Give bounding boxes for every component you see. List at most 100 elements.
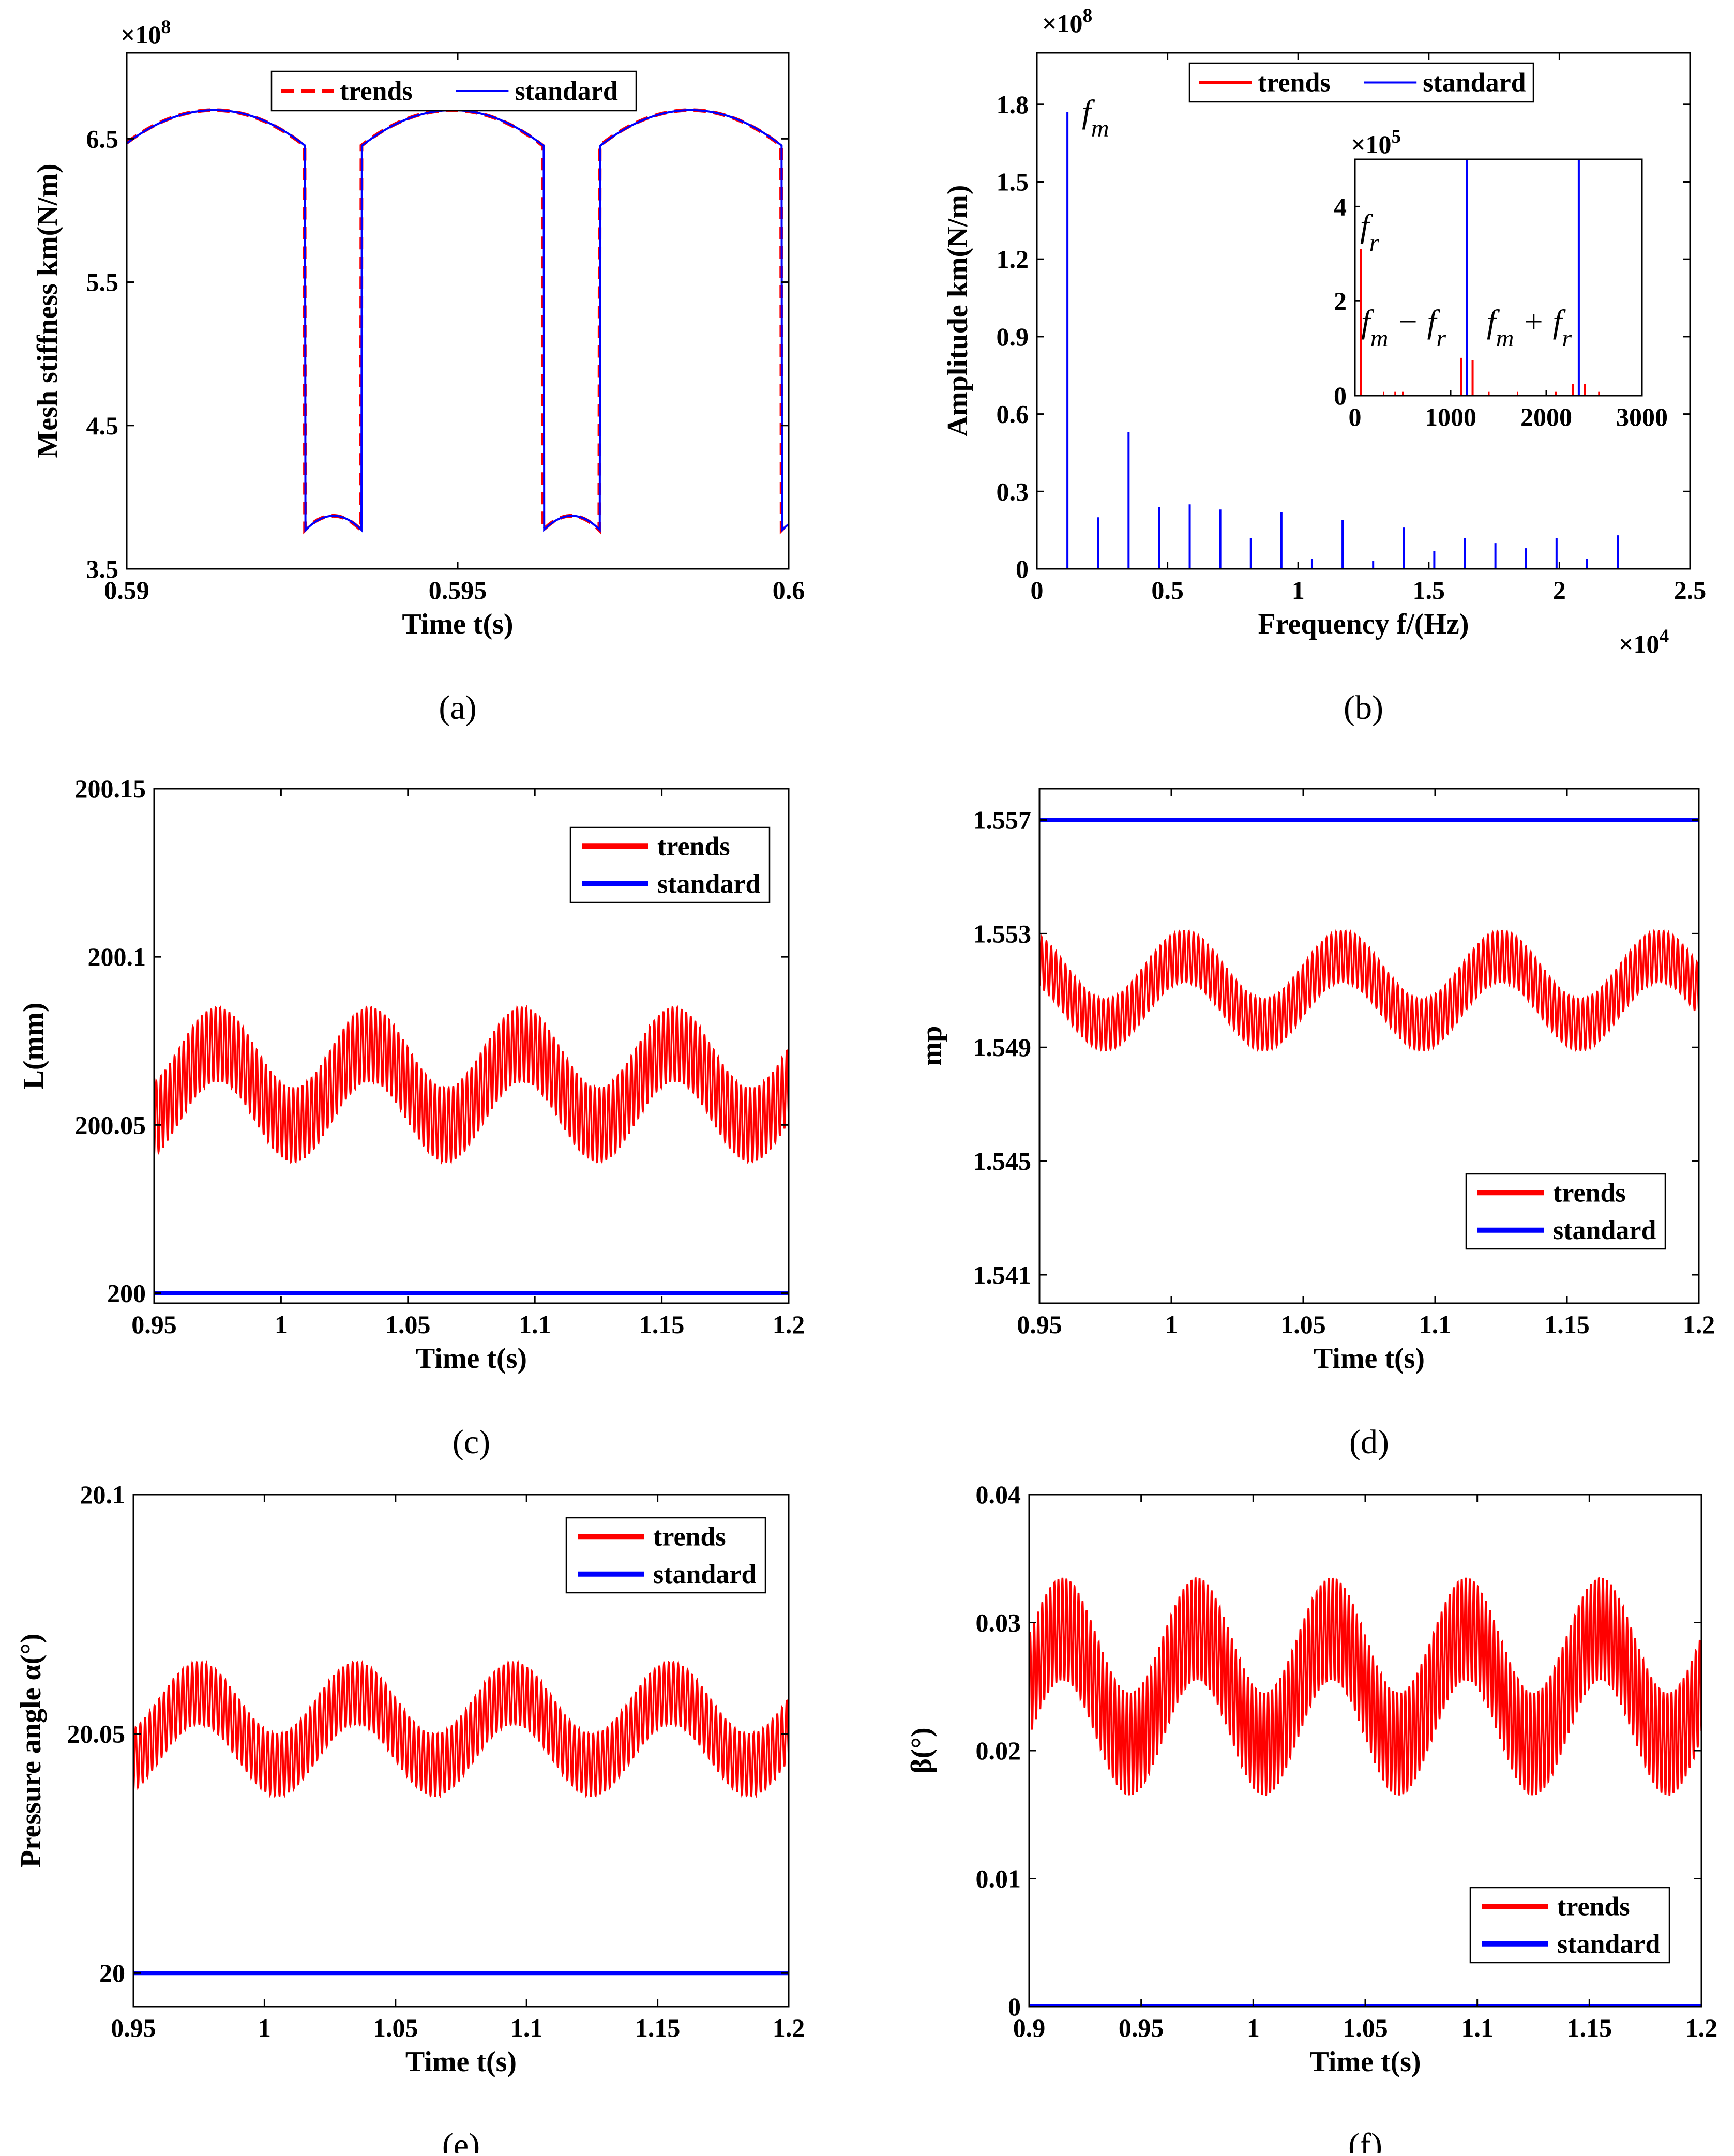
y-tick-label: 0.04: [976, 1480, 1021, 1509]
y-tick-label: 6.5: [86, 124, 119, 153]
y-tick-label: 4.5: [86, 411, 119, 440]
y-tick-label: 1.541: [973, 1260, 1032, 1289]
y-axis-label: Mesh stiffness km(N/m): [32, 163, 64, 458]
y-tick-label: 1.545: [973, 1147, 1032, 1175]
plot-area: [127, 53, 789, 569]
legend-label-standard: standard: [653, 1560, 756, 1589]
y-axis-label: Pressure angle α(°): [15, 1634, 47, 1868]
x-tick-label: 1.05: [1343, 2013, 1388, 2042]
plot-data: [154, 1004, 789, 1295]
inset-label-fm-plus-fr-op: + f: [1514, 303, 1566, 340]
x-tick-label: 1: [275, 1310, 288, 1339]
y-tick-label: 20: [99, 1958, 125, 1987]
legend-label-trends: trends: [653, 1522, 726, 1551]
x-tick-label: 1.1: [1419, 1310, 1452, 1339]
panel-f: 0.9 0.95 1 1.05 1.1 1.15 1.2 0 0.01 0.02 0.03 0.04 T…: [906, 1480, 1717, 2156]
x-tick-label: 0.95: [111, 2013, 156, 2042]
x-axis-label: Time t(s): [1314, 1343, 1425, 1375]
y-tick-label: 5.5: [86, 268, 119, 297]
y-multiplier: ×108: [120, 17, 171, 50]
axes-frame: [153, 788, 790, 1304]
plot-data: [1029, 1577, 1701, 2007]
x-tick-label: 1.05: [373, 2013, 418, 2042]
x-axis-label: Time t(s): [1309, 2046, 1421, 2078]
x-tick-label: 1.05: [385, 1310, 431, 1339]
x-tick-label: 1.15: [635, 2013, 681, 2042]
y-tick-label: 0: [1016, 554, 1029, 583]
y-tick-label: 0.02: [976, 1736, 1021, 1765]
panel-e: 0.95 1 1.05 1.1 1.15 1.2 20 20.05 20.1 Time t(s) P…: [15, 1480, 805, 2156]
y-tick-label: 20.1: [80, 1480, 126, 1509]
legend-box: [569, 826, 771, 903]
x-tick-label: 0.95: [1119, 2013, 1164, 2042]
x-axis-label: Time t(s): [416, 1343, 527, 1375]
x-tick-label: 1: [1292, 576, 1305, 605]
y-tick-label: 1.8: [997, 90, 1029, 119]
legend-label-standard: standard: [1557, 1929, 1660, 1959]
y-tick-label: 1.2: [997, 245, 1029, 274]
legend-label-trends: trends: [1557, 1892, 1630, 1921]
y-tick-label: 0.03: [976, 1608, 1021, 1637]
panel-caption: (d): [1349, 1423, 1389, 1461]
panel-a: 0.59 0.595 0.6 3.5 4.5 5.5 6.5 Time t(s) Mesh st…: [32, 17, 805, 727]
y-axis-label: mp: [916, 1026, 948, 1066]
plot-data: [133, 1660, 789, 1976]
x-tick-label: 1.15: [639, 1310, 685, 1339]
y-tick-label: 200: [107, 1278, 146, 1307]
inset-y-tick-label: 4: [1334, 192, 1347, 221]
y-tick-label: 20.05: [67, 1720, 126, 1748]
inset-x-tick-label: 3000: [1616, 402, 1668, 431]
series-trends-line: [1029, 1577, 1701, 1796]
inset-label-fm-plus-fr-sub2: r: [1562, 325, 1572, 352]
y-axis-label: Amplitude km(N/m): [942, 185, 974, 437]
y-axis-label: β(°): [906, 1727, 938, 1773]
x-tick-label: 1.15: [1567, 2013, 1612, 2042]
y-tick-label: 1.5: [997, 168, 1029, 197]
x-tick-label: 1.1: [519, 1310, 551, 1339]
x-tick-label: 0.9: [1013, 2013, 1046, 2042]
y-multiplier-exponent: 8: [1083, 5, 1093, 26]
legend-label-standard: standard: [1553, 1216, 1656, 1245]
x-tick-label: 1.15: [1544, 1310, 1590, 1339]
legend-label-standard: standard: [515, 77, 617, 106]
axes-frame: [1036, 52, 1691, 570]
legend-label-trends: trends: [1553, 1178, 1626, 1208]
y-tick-label: 0.6: [997, 400, 1029, 429]
plot-data: [1066, 112, 1619, 569]
inset-label-fm-minus-fr-sub1: m: [1370, 325, 1389, 352]
x-tick-label: 2: [1553, 576, 1566, 605]
y-multiplier-exponent: 8: [161, 17, 171, 38]
x-multiplier: ×104: [1619, 626, 1669, 659]
legend-label-standard: standard: [1423, 68, 1526, 98]
x-tick-label: 2.5: [1674, 576, 1707, 605]
panel-caption: (c): [453, 1423, 490, 1461]
x-axis-label: Time t(s): [405, 2046, 517, 2078]
y-tick-label: 0.9: [997, 322, 1029, 351]
y-tick-label: 200.1: [88, 942, 146, 971]
legend-label-trends: trends: [340, 77, 413, 106]
panel-b: 0 0.5 1 1.5 2 2.5 0 0.3 0.6 0.9 1.2 1.5 1.8 Frequency…: [942, 5, 1706, 727]
inset-label-fm-minus-fr-sub2: r: [1436, 325, 1446, 352]
x-tick-label: 0.595: [429, 576, 487, 605]
y-tick-label: 200.05: [75, 1110, 146, 1139]
y-tick-label: 3.5: [86, 554, 119, 583]
axes-frame: [132, 1494, 790, 2008]
y-tick-label: 1.549: [973, 1033, 1032, 1062]
x-tick-label: 0.95: [131, 1310, 177, 1339]
inset-label-fr-subscript: r: [1369, 229, 1379, 257]
legend-box: [1469, 1887, 1670, 1964]
series-trends-line: [133, 1660, 789, 1799]
inset-y-multiplier-exponent: 5: [1392, 126, 1401, 147]
x-tick-label: 1.2: [773, 2013, 805, 2042]
panel-caption: (e): [442, 2127, 480, 2153]
x-axis-label: Frequency f/(Hz): [1258, 608, 1469, 640]
legend-box: [565, 1517, 766, 1594]
x-tick-label: 0.5: [1151, 576, 1184, 605]
y-tick-label: 0: [1008, 1992, 1021, 2021]
x-tick-label: 1.1: [1461, 2013, 1494, 2042]
legend-label-standard: standard: [657, 869, 760, 899]
x-tick-label: 1.2: [1683, 1310, 1715, 1339]
